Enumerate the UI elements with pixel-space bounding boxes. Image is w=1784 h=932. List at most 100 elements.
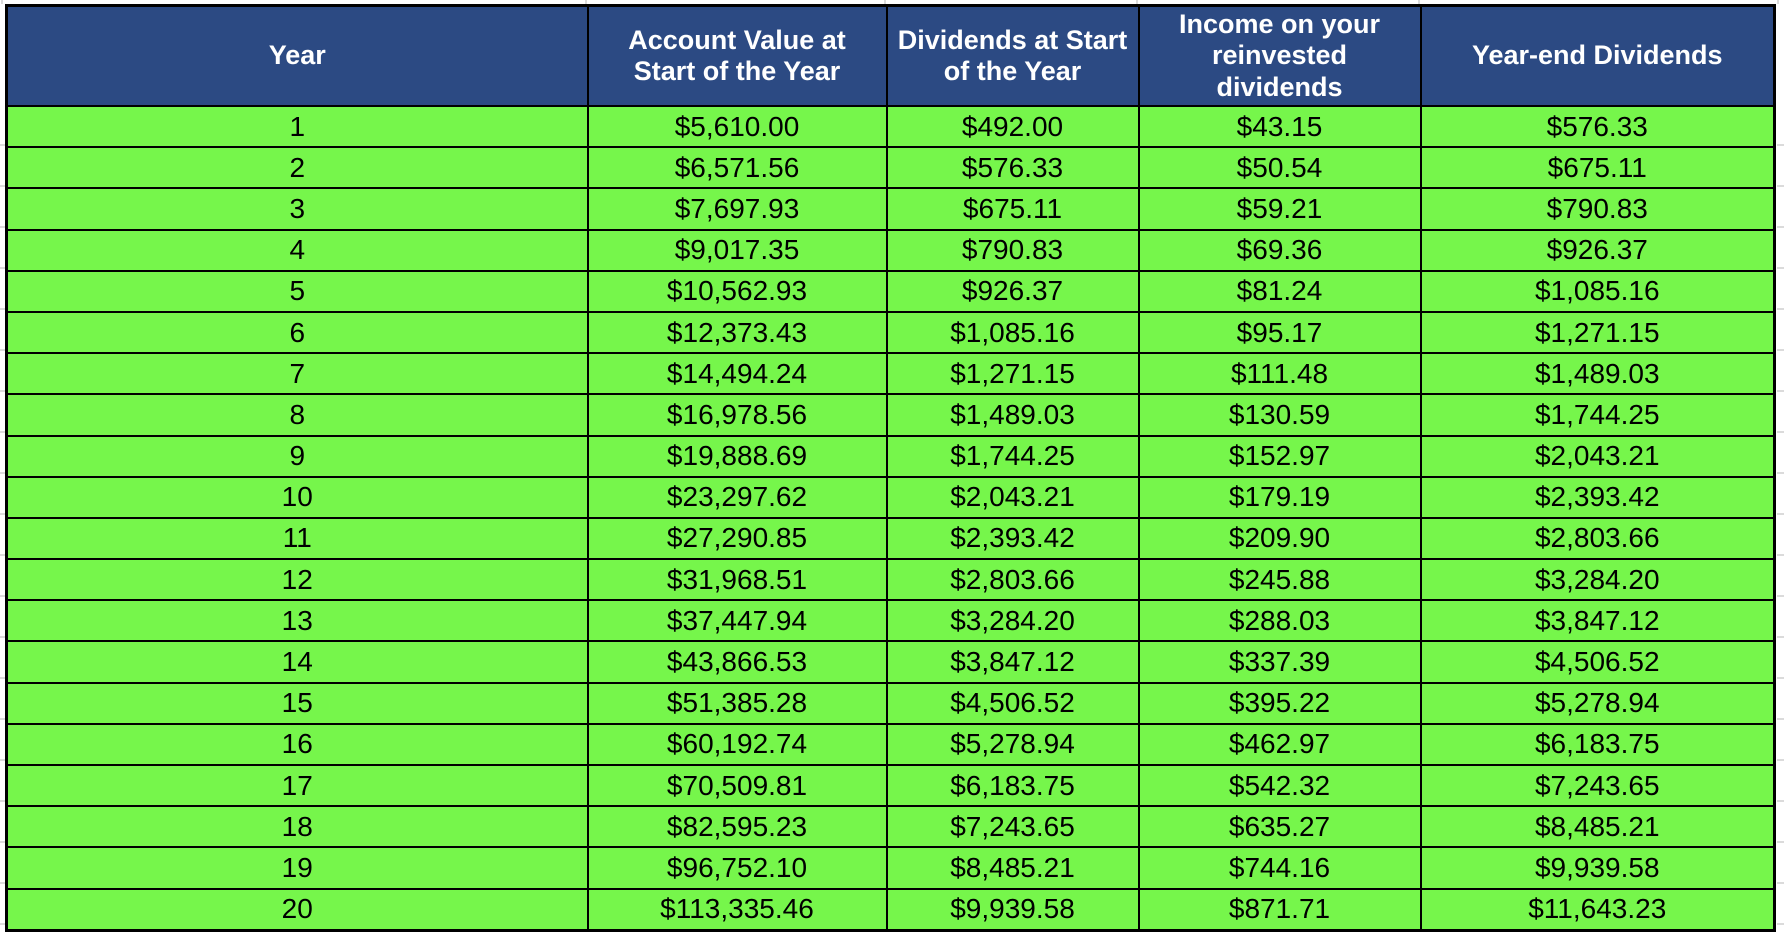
cell-dividends-start[interactable]: $926.37 — [885, 269, 1140, 313]
cell-year-end-dividends[interactable]: $7,243.65 — [1419, 763, 1776, 808]
cell-year-end-dividends[interactable]: $8,485.21 — [1419, 805, 1776, 849]
cell-income-reinvested[interactable]: $245.88 — [1137, 558, 1422, 602]
cell-income-reinvested[interactable]: $209.90 — [1137, 516, 1422, 561]
cell-dividends-start[interactable]: $492.00 — [885, 104, 1140, 149]
cell-income-reinvested[interactable]: $337.39 — [1137, 640, 1422, 684]
cell-dividends-start[interactable]: $675.11 — [885, 187, 1140, 231]
cell-year[interactable]: 19 — [5, 846, 589, 890]
cell-year-end-dividends[interactable]: $5,278.94 — [1419, 681, 1776, 725]
cell-account-value-start[interactable]: $113,335.46 — [586, 887, 888, 932]
cell-year-end-dividends[interactable]: $3,847.12 — [1419, 599, 1776, 643]
cell-year-end-dividends[interactable]: $1,744.25 — [1419, 393, 1776, 437]
cell-year-end-dividends[interactable]: $6,183.75 — [1419, 722, 1776, 767]
cell-year[interactable]: 5 — [5, 269, 589, 313]
cell-year-end-dividends[interactable]: $790.83 — [1419, 187, 1776, 231]
cell-account-value-start[interactable]: $6,571.56 — [586, 146, 888, 190]
cell-account-value-start[interactable]: $43,866.53 — [586, 640, 888, 684]
cell-account-value-start[interactable]: $5,610.00 — [586, 104, 888, 149]
cell-year[interactable]: 16 — [5, 722, 589, 767]
cell-year[interactable]: 11 — [5, 516, 589, 561]
cell-year[interactable]: 12 — [5, 558, 589, 602]
cell-income-reinvested[interactable]: $81.24 — [1137, 269, 1422, 313]
cell-year-end-dividends[interactable]: $1,085.16 — [1419, 269, 1776, 313]
cell-dividends-start[interactable]: $1,271.15 — [885, 352, 1140, 396]
cell-dividends-start[interactable]: $4,506.52 — [885, 681, 1140, 725]
cell-year-end-dividends[interactable]: $1,271.15 — [1419, 310, 1776, 355]
cell-year[interactable]: 9 — [5, 434, 589, 478]
cell-year-end-dividends[interactable]: $2,043.21 — [1419, 434, 1776, 478]
cell-income-reinvested[interactable]: $95.17 — [1137, 310, 1422, 355]
cell-year-end-dividends[interactable]: $675.11 — [1419, 146, 1776, 190]
cell-year-end-dividends[interactable]: $9,939.58 — [1419, 846, 1776, 890]
cell-dividends-start[interactable]: $576.33 — [885, 146, 1140, 190]
cell-account-value-start[interactable]: $60,192.74 — [586, 722, 888, 767]
cell-dividends-start[interactable]: $7,243.65 — [885, 805, 1140, 849]
cell-dividends-start[interactable]: $2,043.21 — [885, 475, 1140, 519]
cell-account-value-start[interactable]: $9,017.35 — [586, 228, 888, 272]
cell-year[interactable]: 10 — [5, 475, 589, 519]
cell-income-reinvested[interactable]: $50.54 — [1137, 146, 1422, 190]
cell-dividends-start[interactable]: $2,393.42 — [885, 516, 1140, 561]
cell-year-end-dividends[interactable]: $2,393.42 — [1419, 475, 1776, 519]
column-header-income-reinvested[interactable]: Income on your reinvested dividends — [1137, 4, 1422, 107]
cell-account-value-start[interactable]: $37,447.94 — [586, 599, 888, 643]
cell-account-value-start[interactable]: $96,752.10 — [586, 846, 888, 890]
cell-income-reinvested[interactable]: $635.27 — [1137, 805, 1422, 849]
cell-dividends-start[interactable]: $1,489.03 — [885, 393, 1140, 437]
cell-year-end-dividends[interactable]: $1,489.03 — [1419, 352, 1776, 396]
cell-account-value-start[interactable]: $27,290.85 — [586, 516, 888, 561]
cell-income-reinvested[interactable]: $152.97 — [1137, 434, 1422, 478]
cell-income-reinvested[interactable]: $111.48 — [1137, 352, 1422, 396]
cell-account-value-start[interactable]: $23,297.62 — [586, 475, 888, 519]
cell-account-value-start[interactable]: $14,494.24 — [586, 352, 888, 396]
cell-year[interactable]: 13 — [5, 599, 589, 643]
cell-income-reinvested[interactable]: $744.16 — [1137, 846, 1422, 890]
column-header-account-value[interactable]: Account Value at Start of the Year — [586, 4, 888, 107]
cell-year[interactable]: 1 — [5, 104, 589, 149]
cell-year-end-dividends[interactable]: $576.33 — [1419, 104, 1776, 149]
cell-dividends-start[interactable]: $1,085.16 — [885, 310, 1140, 355]
cell-year[interactable]: 6 — [5, 310, 589, 355]
cell-dividends-start[interactable]: $8,485.21 — [885, 846, 1140, 890]
cell-account-value-start[interactable]: $12,373.43 — [586, 310, 888, 355]
cell-year[interactable]: 14 — [5, 640, 589, 684]
cell-income-reinvested[interactable]: $130.59 — [1137, 393, 1422, 437]
cell-year[interactable]: 20 — [5, 887, 589, 932]
cell-income-reinvested[interactable]: $288.03 — [1137, 599, 1422, 643]
cell-income-reinvested[interactable]: $871.71 — [1137, 887, 1422, 932]
column-header-dividends-start[interactable]: Dividends at Start of the Year — [885, 4, 1140, 107]
cell-year-end-dividends[interactable]: $2,803.66 — [1419, 516, 1776, 561]
cell-year[interactable]: 2 — [5, 146, 589, 190]
cell-year[interactable]: 4 — [5, 228, 589, 272]
cell-year[interactable]: 15 — [5, 681, 589, 725]
cell-account-value-start[interactable]: $19,888.69 — [586, 434, 888, 478]
cell-account-value-start[interactable]: $7,697.93 — [586, 187, 888, 231]
cell-income-reinvested[interactable]: $59.21 — [1137, 187, 1422, 231]
cell-year-end-dividends[interactable]: $4,506.52 — [1419, 640, 1776, 684]
column-header-year-end-dividends[interactable]: Year-end Dividends — [1419, 4, 1776, 107]
cell-year-end-dividends[interactable]: $3,284.20 — [1419, 558, 1776, 602]
cell-account-value-start[interactable]: $10,562.93 — [586, 269, 888, 313]
cell-account-value-start[interactable]: $51,385.28 — [586, 681, 888, 725]
cell-income-reinvested[interactable]: $69.36 — [1137, 228, 1422, 272]
cell-year[interactable]: 7 — [5, 352, 589, 396]
cell-year[interactable]: 3 — [5, 187, 589, 231]
cell-income-reinvested[interactable]: $179.19 — [1137, 475, 1422, 519]
cell-year[interactable]: 8 — [5, 393, 589, 437]
cell-dividends-start[interactable]: $2,803.66 — [885, 558, 1140, 602]
cell-year[interactable]: 17 — [5, 763, 589, 808]
cell-account-value-start[interactable]: $82,595.23 — [586, 805, 888, 849]
cell-dividends-start[interactable]: $9,939.58 — [885, 887, 1140, 932]
column-header-year[interactable]: Year — [5, 4, 589, 107]
cell-dividends-start[interactable]: $5,278.94 — [885, 722, 1140, 767]
cell-dividends-start[interactable]: $3,284.20 — [885, 599, 1140, 643]
cell-dividends-start[interactable]: $3,847.12 — [885, 640, 1140, 684]
cell-income-reinvested[interactable]: $395.22 — [1137, 681, 1422, 725]
cell-account-value-start[interactable]: $31,968.51 — [586, 558, 888, 602]
cell-dividends-start[interactable]: $6,183.75 — [885, 763, 1140, 808]
cell-account-value-start[interactable]: $16,978.56 — [586, 393, 888, 437]
cell-year-end-dividends[interactable]: $11,643.23 — [1419, 887, 1776, 932]
cell-income-reinvested[interactable]: $43.15 — [1137, 104, 1422, 149]
cell-dividends-start[interactable]: $790.83 — [885, 228, 1140, 272]
cell-income-reinvested[interactable]: $462.97 — [1137, 722, 1422, 767]
